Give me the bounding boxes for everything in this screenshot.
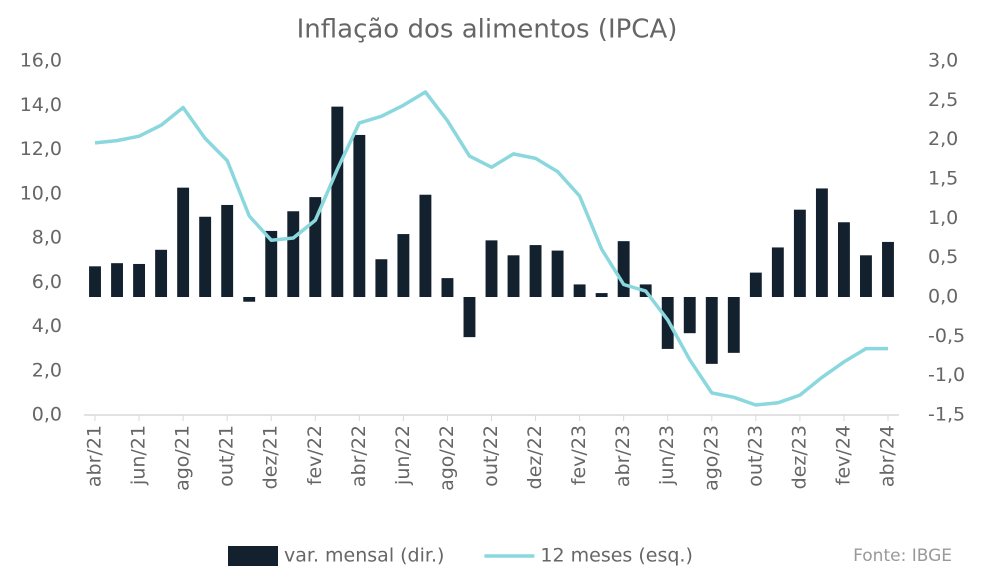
y-tick-label: 10,0 xyxy=(20,182,62,204)
y-tick-label: 0,0 xyxy=(32,404,62,426)
bar xyxy=(221,204,234,297)
bar xyxy=(353,134,366,297)
y2-tick-label: 3,0 xyxy=(928,50,958,72)
source: Fonte: IBGE xyxy=(853,546,952,566)
x-tick-label: jun/23 xyxy=(656,425,678,486)
bar xyxy=(507,255,520,297)
y2-tick-label: -1,0 xyxy=(928,364,965,386)
legend-label: var. mensal (dir.) xyxy=(284,545,444,567)
legend-swatch xyxy=(228,546,278,566)
x-tick-label: out/22 xyxy=(480,425,502,487)
x-tick-label: jun/21 xyxy=(128,425,150,486)
bar xyxy=(287,211,300,297)
y2-tick-label: 0,5 xyxy=(928,246,958,268)
bar xyxy=(595,293,608,297)
x-tick-label: dez/23 xyxy=(788,425,810,489)
bar xyxy=(419,194,432,297)
y2-tick-label: 1,5 xyxy=(928,168,958,190)
bar xyxy=(705,297,718,364)
bar xyxy=(860,255,872,297)
bar xyxy=(111,263,123,297)
bar xyxy=(727,297,740,353)
bar xyxy=(397,234,410,297)
bar xyxy=(331,106,344,297)
y2-tick-label: 1,0 xyxy=(928,207,958,229)
bar xyxy=(441,278,454,297)
y-tick-label: 12,0 xyxy=(20,138,62,160)
x-tick-label: abr/21 xyxy=(84,425,106,487)
x-tick-label: fev/22 xyxy=(304,425,326,485)
x-tick-label: ago/22 xyxy=(436,425,458,491)
chart-title: Inflação dos alimentos (IPCA) xyxy=(297,15,678,45)
bar xyxy=(551,250,564,297)
bar xyxy=(815,188,828,297)
x-tick-label: ago/23 xyxy=(700,425,722,491)
y-tick-label: 16,0 xyxy=(20,50,62,72)
x-tick-label: out/23 xyxy=(744,425,766,487)
bar xyxy=(771,247,784,297)
y2-tick-label: -0,5 xyxy=(928,325,965,347)
y-tick-label: 8,0 xyxy=(32,227,62,249)
bar xyxy=(133,263,146,297)
x-tick-label: out/21 xyxy=(216,425,238,487)
x-tick-label: abr/23 xyxy=(612,425,634,487)
bar xyxy=(309,197,322,297)
bar xyxy=(617,241,630,297)
bar xyxy=(265,230,278,297)
y-tick-label: 2,0 xyxy=(32,359,62,381)
x-tick-label: fev/23 xyxy=(568,425,590,485)
bar xyxy=(882,241,894,297)
bar xyxy=(89,266,101,297)
bar xyxy=(529,245,542,297)
x-tick-label: ago/21 xyxy=(172,425,194,491)
y2-tick-label: 0,0 xyxy=(928,286,958,308)
bar xyxy=(793,209,806,297)
bar xyxy=(155,249,168,297)
bar xyxy=(573,284,586,297)
y-tick-label: 14,0 xyxy=(20,94,62,116)
bar xyxy=(683,297,696,334)
bar xyxy=(837,222,850,297)
y2-tick-label: 2,5 xyxy=(928,89,958,111)
legend-label: 12 meses (esq.) xyxy=(540,545,692,567)
bar xyxy=(177,187,190,297)
line xyxy=(94,90,888,407)
y2-tick-label: -1,5 xyxy=(928,404,965,426)
bar xyxy=(749,272,762,297)
x-tick-label: abr/24 xyxy=(876,425,898,487)
y-tick-label: 4,0 xyxy=(32,315,62,337)
y2-tick-label: 2,0 xyxy=(928,128,958,150)
bar xyxy=(243,297,256,302)
bar xyxy=(463,297,476,338)
x-tick-label: jun/22 xyxy=(392,425,414,486)
x-tick-label: abr/22 xyxy=(348,425,370,487)
x-tick-label: dez/21 xyxy=(260,425,282,489)
bar xyxy=(375,259,388,297)
bar xyxy=(199,216,212,297)
bar xyxy=(485,240,498,297)
x-tick-label: dez/22 xyxy=(524,425,546,489)
x-tick-label: fev/24 xyxy=(832,425,854,485)
y-tick-label: 6,0 xyxy=(32,271,62,293)
